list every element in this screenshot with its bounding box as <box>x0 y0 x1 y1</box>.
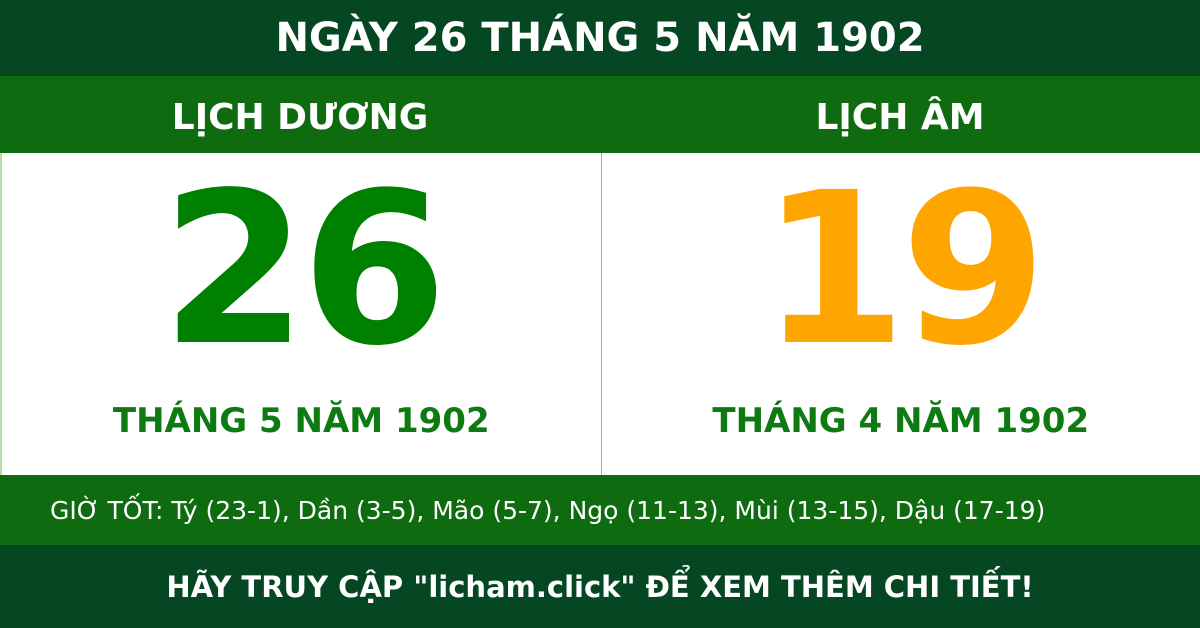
solar-day: 26 <box>161 147 447 392</box>
footer-cta: HÃY TRUY CẬP "licham.click" ĐỂ XEM THÊM … <box>0 545 1200 628</box>
solar-month-year: THÁNG 5 NĂM 1902 <box>112 401 490 441</box>
solar-panel: 26 THÁNG 5 NĂM 1902 <box>0 153 602 475</box>
good-hours: GIỜ TỐT: Tý (23-1), Dần (3-5), Mão (5-7)… <box>0 475 1200 545</box>
lunar-month-year: THÁNG 4 NĂM 1902 <box>712 401 1090 441</box>
page-title: NGÀY 26 THÁNG 5 NĂM 1902 <box>0 0 1200 76</box>
calendar-headings: LỊCH DƯƠNG LỊCH ÂM <box>0 76 1200 153</box>
lunar-day: 19 <box>760 147 1047 392</box>
lunar-heading: LỊCH ÂM <box>815 97 985 138</box>
calendar-body: 26 THÁNG 5 NĂM 1902 19 THÁNG 4 NĂM 1902 <box>0 153 1200 475</box>
lunar-panel: 19 THÁNG 4 NĂM 1902 <box>602 153 1200 475</box>
solar-heading: LỊCH DƯƠNG <box>171 97 429 138</box>
